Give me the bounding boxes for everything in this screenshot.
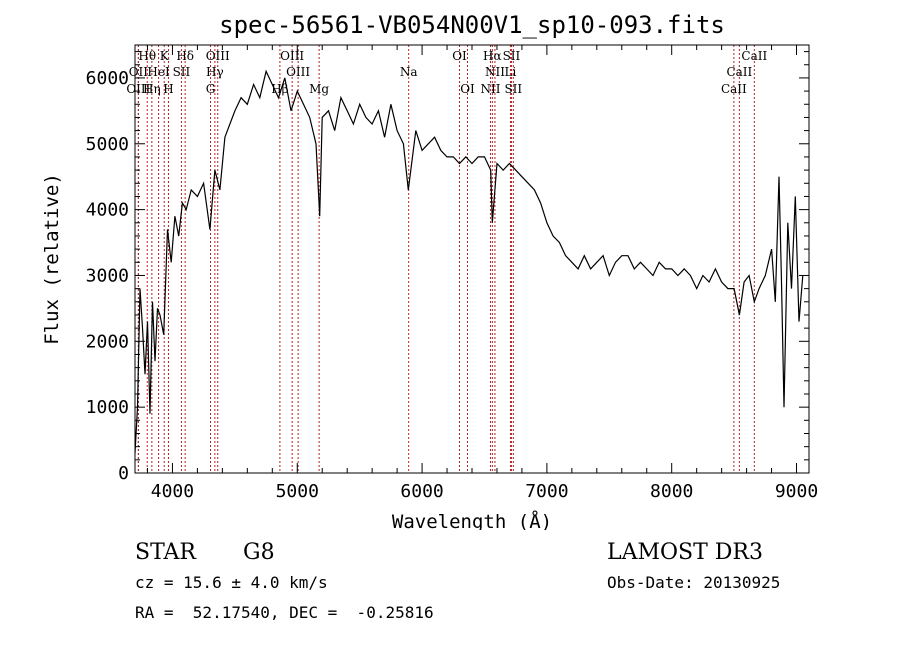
line-label: H (163, 82, 173, 96)
y-tick-label: 5000 (86, 134, 129, 155)
subclass: G8 (243, 540, 275, 565)
line-label: CaII (741, 49, 767, 63)
line-label: Li (505, 65, 517, 79)
y-tick-label: 2000 (86, 331, 129, 352)
line-label: CaII (721, 82, 747, 96)
y-tick-label: 0 (118, 463, 129, 484)
y-tick-label: 6000 (86, 68, 129, 89)
spectral-line-markers (137, 45, 755, 473)
line-label: Hη (143, 82, 161, 96)
x-tick-label: 8000 (650, 481, 693, 502)
line-label: SII (504, 82, 522, 96)
line-label: K (160, 49, 170, 63)
y-axis-label: Flux (relative) (41, 173, 63, 345)
y-tick-label: 3000 (86, 265, 129, 286)
line-label: OI (460, 82, 475, 96)
line-label: OIII (126, 82, 150, 96)
object-class: STAR (135, 540, 196, 565)
line-label: SII (173, 65, 191, 79)
line-label: CaII (726, 65, 752, 79)
line-label: NII (480, 82, 500, 96)
line-label: OIII (286, 65, 310, 79)
survey-name: LAMOST DR3 (607, 540, 763, 565)
x-tick-label: 6000 (400, 481, 443, 502)
line-label: Hθ (138, 49, 156, 63)
chart-title: spec-56561-VB054N00V1_sp10-093.fits (219, 11, 725, 39)
line-label: NII (485, 65, 505, 79)
line-label: Hα (483, 49, 502, 63)
x-tick-label: 4000 (151, 481, 194, 502)
obs-date: Obs-Date: 20130925 (607, 573, 781, 592)
x-tick-label: 5000 (276, 481, 319, 502)
line-label: HeI (147, 65, 170, 79)
line-label: G (206, 82, 216, 96)
coordinates: RA = 52.17540, DEC = -0.25816 (135, 603, 434, 622)
x-axis-ticks: 4000 5000 6000 7000 8000 9000 (146, 45, 818, 502)
spectrum-line (134, 69, 804, 454)
line-label: OI (452, 49, 467, 63)
line-label: Hγ (206, 65, 224, 79)
line-label: OII (129, 65, 149, 79)
y-tick-label: 4000 (86, 200, 129, 221)
line-label: SII (503, 49, 521, 63)
redshift-text: cz = 15.6 ± 4.0 km/s (135, 573, 328, 592)
line-label: Mg (309, 82, 329, 96)
x-axis-label: Wavelength (Å) (392, 510, 552, 530)
spectrum-chart: spec-56561-VB054N00V1_sp10-093.fits Hθ K H… (41, 11, 818, 530)
x-tick-label: 9000 (775, 481, 818, 502)
line-label: OIII (280, 49, 304, 63)
line-label: Hδ (176, 49, 194, 63)
x-tick-label: 7000 (525, 481, 568, 502)
line-label: OIII (206, 49, 230, 63)
y-tick-label: 1000 (86, 397, 129, 418)
y-axis-ticks: 0 1000 2000 3000 4000 5000 6000 (86, 51, 809, 484)
line-label: Na (400, 65, 418, 79)
